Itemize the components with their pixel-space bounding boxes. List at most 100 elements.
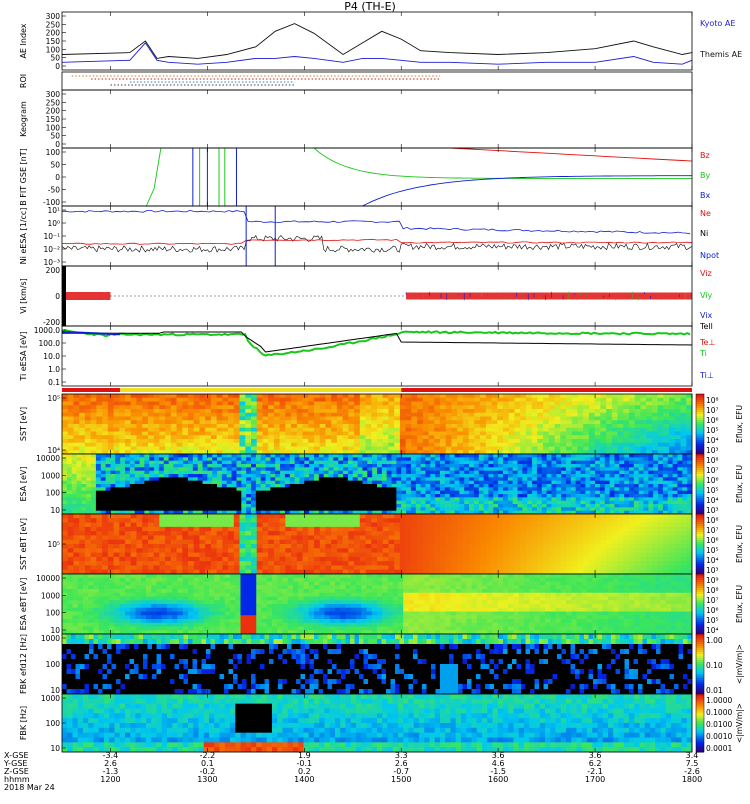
esa_ion-cell: [324, 471, 329, 475]
sst_elec-cell: [188, 557, 194, 562]
sst_ion-cell: [234, 398, 240, 402]
esa_ion-cell: [67, 487, 72, 491]
status-bar-red-right: [401, 388, 692, 392]
sst_ion-cell: [343, 424, 349, 428]
esa_ion-cell: [571, 461, 576, 465]
sst_ion-cell: [486, 424, 492, 428]
sst_ion-cell: [451, 413, 457, 417]
esa_ion-cell: [149, 461, 154, 465]
sst_ion-cell: [388, 394, 394, 398]
esa_ion-cell: [677, 474, 682, 478]
esa_ion-cell: [72, 507, 77, 511]
sst_ion-cell: [217, 405, 223, 409]
sst_ion-cell: [245, 428, 251, 432]
sst_ion-cell: [205, 428, 211, 432]
sst_elec-cell: [165, 561, 171, 566]
sst_ion-cell: [354, 447, 360, 451]
sst_ion-cell: [629, 405, 635, 409]
esa_ion-cell: [232, 491, 237, 495]
esa_ion-cell: [653, 504, 658, 508]
sst_ion-cell: [440, 398, 446, 402]
esa_ion-cell: [682, 501, 687, 505]
sst_ion-cell: [171, 428, 177, 432]
esa_ion-cell: [561, 507, 566, 511]
sst_ion-cell: [549, 439, 555, 443]
sst_ion-cell: [658, 420, 664, 424]
sst_ion-cell: [108, 405, 114, 409]
esa_ion-cell: [338, 507, 343, 511]
sst_ion-ylabel: SST [eV]: [19, 407, 28, 441]
esa_ion-cell: [275, 461, 280, 465]
esa_ion-cell: [173, 497, 178, 501]
temperature-ytick-label: 1000.0: [34, 326, 60, 335]
esa_ion-cell: [309, 497, 314, 501]
esa_ion-cell: [595, 497, 600, 501]
esa_ion-cell: [484, 481, 489, 485]
sst_ion-cell: [257, 428, 263, 432]
esa_ion-cell: [62, 474, 67, 478]
esa_ion-cell: [362, 497, 367, 501]
sst_ion-cell: [291, 405, 297, 409]
esa_ion-cell: [556, 471, 561, 475]
esa_ion-cell: [435, 477, 440, 481]
sst_ion-cell: [245, 439, 251, 443]
sst_ion-cell: [85, 439, 91, 443]
esa_ion-cell: [135, 501, 140, 505]
esa_ion-cell: [387, 454, 392, 458]
sst_ion-cell: [560, 398, 566, 402]
sst_elec-cell: [211, 548, 217, 553]
esa_ion-cell: [246, 467, 251, 471]
sst_ion-cell: [159, 405, 165, 409]
sst_ion-cell: [348, 394, 354, 398]
esa_ion-cell: [585, 497, 590, 501]
sst_ion-cell: [131, 432, 137, 436]
sst_ion-cell: [211, 417, 217, 421]
sst_ion-cell: [291, 409, 297, 413]
sst_ion-cell: [480, 402, 486, 406]
esa_ion-cell: [614, 474, 619, 478]
esa_ion-cell: [227, 474, 232, 478]
esa_ion-cell: [135, 494, 140, 498]
esa_ion-cell: [488, 474, 493, 478]
sst_ion-cell: [480, 428, 486, 432]
sst_ion-cell: [228, 409, 234, 413]
sst_ion-cell: [85, 413, 91, 417]
esa_ion-cell: [392, 507, 397, 511]
esa_ion-cell: [110, 504, 115, 508]
sst_ion-cell: [681, 398, 687, 402]
sst_ion-cell: [245, 398, 251, 402]
esa_ion-cell: [576, 487, 581, 491]
sst_elec-cell: [188, 565, 194, 570]
esa_ion-cell: [653, 454, 658, 458]
esa_ion-cell: [440, 497, 445, 501]
sst_ion-cell: [131, 405, 137, 409]
esa_ion-cell: [333, 454, 338, 458]
sst_ion-cell: [463, 420, 469, 424]
sst_ion-cell: [526, 443, 532, 447]
esa_ion-cell: [445, 474, 450, 478]
sst_ion-cell: [681, 409, 687, 413]
sst_ion-cell: [102, 413, 108, 417]
esa_ion-cell: [416, 491, 421, 495]
esa_ion-cell: [81, 491, 86, 495]
esa_ion-cell: [290, 464, 295, 468]
sst_ion-cell: [446, 439, 452, 443]
sst_ion-cell: [577, 409, 583, 413]
esa_ion-cell: [455, 454, 460, 458]
esa_ion-cell: [406, 477, 411, 481]
sst_ion-cell: [377, 424, 383, 428]
esa_ion-cell: [513, 491, 518, 495]
sst_elec-cell: [62, 540, 68, 545]
esa_ion-cell: [590, 501, 595, 505]
sst_elec-cell: [217, 565, 223, 570]
esa_ion-cell: [77, 481, 82, 485]
sst_ion-cell: [131, 417, 137, 421]
esa_ion-cell: [77, 497, 82, 501]
esa_ion-cell: [401, 467, 406, 471]
esa_ion-cell: [682, 461, 687, 465]
esa_ion-cell: [290, 477, 295, 481]
sst_ion-cell: [440, 435, 446, 439]
esa_ion-cell: [474, 497, 479, 501]
esa_ion-cell: [547, 491, 552, 495]
sst_ion-cell: [474, 402, 480, 406]
